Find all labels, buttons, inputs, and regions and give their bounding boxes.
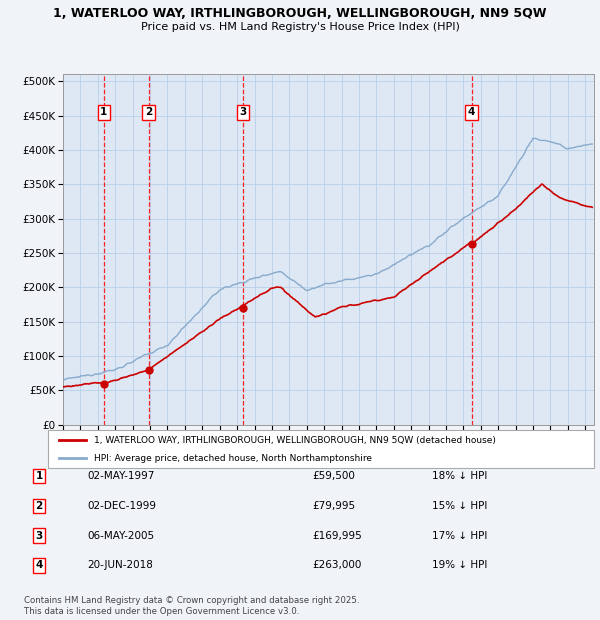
Text: 02-MAY-1997: 02-MAY-1997 — [87, 471, 154, 481]
Text: 19% ↓ HPI: 19% ↓ HPI — [432, 560, 487, 570]
Text: 4: 4 — [468, 107, 475, 117]
Text: 15% ↓ HPI: 15% ↓ HPI — [432, 501, 487, 511]
Text: 2: 2 — [145, 107, 152, 117]
Text: 1, WATERLOO WAY, IRTHLINGBOROUGH, WELLINGBOROUGH, NN9 5QW (detached house): 1, WATERLOO WAY, IRTHLINGBOROUGH, WELLIN… — [94, 436, 496, 445]
Text: 18% ↓ HPI: 18% ↓ HPI — [432, 471, 487, 481]
Text: 4: 4 — [35, 560, 43, 570]
Text: £263,000: £263,000 — [312, 560, 361, 570]
Text: Price paid vs. HM Land Registry's House Price Index (HPI): Price paid vs. HM Land Registry's House … — [140, 22, 460, 32]
Text: £169,995: £169,995 — [312, 531, 362, 541]
Text: £79,995: £79,995 — [312, 501, 355, 511]
Text: 3: 3 — [35, 531, 43, 541]
Text: 3: 3 — [239, 107, 247, 117]
Text: 1, WATERLOO WAY, IRTHLINGBOROUGH, WELLINGBOROUGH, NN9 5QW: 1, WATERLOO WAY, IRTHLINGBOROUGH, WELLIN… — [53, 7, 547, 20]
Text: £59,500: £59,500 — [312, 471, 355, 481]
Text: 1: 1 — [35, 471, 43, 481]
Text: 17% ↓ HPI: 17% ↓ HPI — [432, 531, 487, 541]
Text: HPI: Average price, detached house, North Northamptonshire: HPI: Average price, detached house, Nort… — [94, 454, 373, 463]
Text: Contains HM Land Registry data © Crown copyright and database right 2025.
This d: Contains HM Land Registry data © Crown c… — [24, 596, 359, 616]
Text: 1: 1 — [100, 107, 107, 117]
Text: 20-JUN-2018: 20-JUN-2018 — [87, 560, 153, 570]
Text: 2: 2 — [35, 501, 43, 511]
Text: 02-DEC-1999: 02-DEC-1999 — [87, 501, 156, 511]
Text: 06-MAY-2005: 06-MAY-2005 — [87, 531, 154, 541]
FancyBboxPatch shape — [48, 430, 594, 468]
